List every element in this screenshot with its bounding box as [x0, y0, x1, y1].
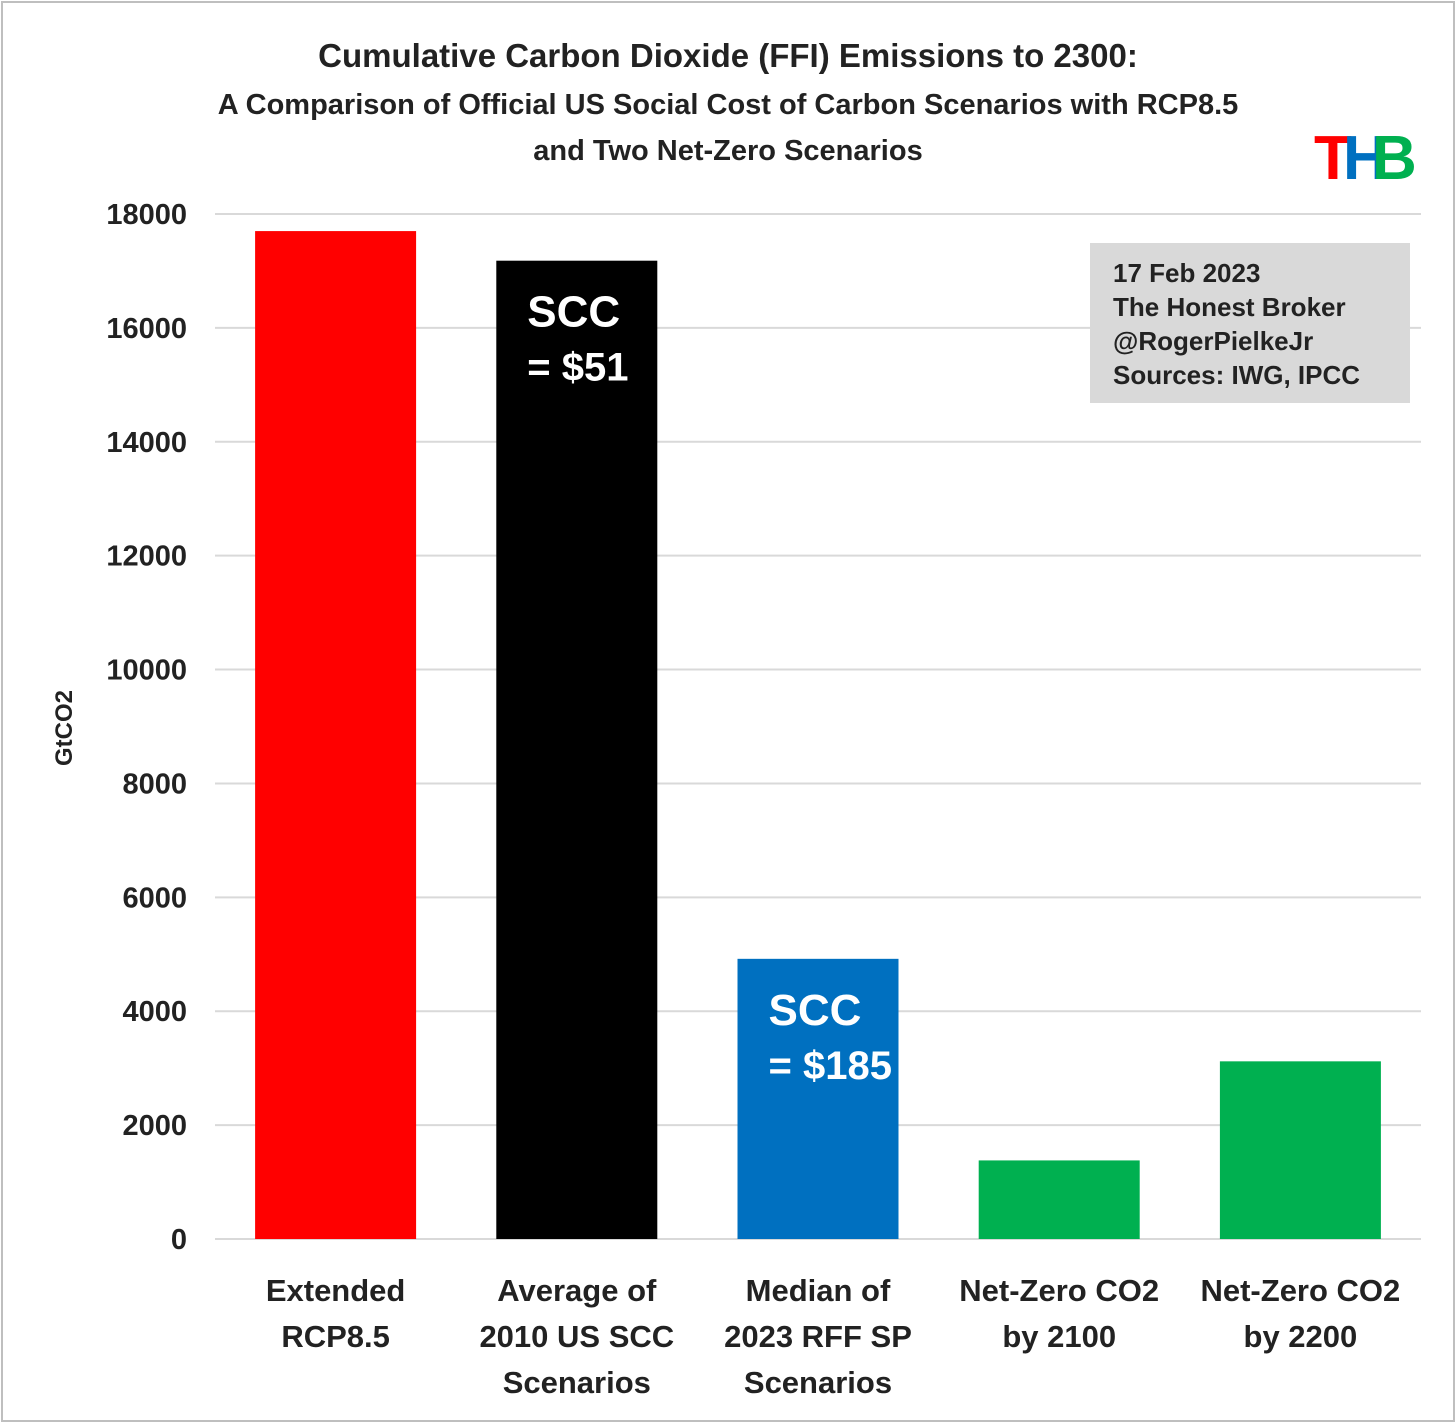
chart-subtitle-line-1: A Comparison of Official US Social Cost …	[218, 89, 1239, 121]
bar	[737, 958, 899, 1239]
info-handle-link[interactable]: @RogerPielkeJr	[1113, 326, 1313, 356]
y-axis-label: GtCO2	[51, 690, 78, 766]
bar-annotation: SCC	[769, 986, 862, 1035]
x-tick-label: Scenarios	[503, 1365, 651, 1400]
info-box: 17 Feb 2023 The Honest Broker @RogerPiel…	[1090, 243, 1410, 403]
bar	[978, 1160, 1140, 1239]
logo-letter-b: B	[1372, 124, 1417, 193]
info-date: 17 Feb 2023	[1113, 258, 1260, 288]
chart-subtitle-line-2: and Two Net-Zero Scenarios	[533, 135, 922, 167]
y-tick-label: 18000	[106, 199, 187, 231]
bar	[496, 260, 658, 1239]
x-tick-label: Scenarios	[744, 1365, 892, 1400]
bar-annotation: SCC	[527, 288, 620, 337]
x-tick-label: Net-Zero CO2	[959, 1273, 1159, 1308]
x-tick-label: Net-Zero CO2	[1200, 1273, 1400, 1308]
chart-title: Cumulative Carbon Dioxide (FFI) Emission…	[318, 37, 1138, 74]
x-tick-label: by 2200	[1244, 1319, 1358, 1354]
y-tick-label: 14000	[106, 427, 187, 459]
info-box-background	[1090, 243, 1410, 403]
y-tick-label: 8000	[122, 768, 187, 800]
x-tick-label: Extended	[266, 1273, 406, 1308]
bar	[1219, 1061, 1381, 1239]
x-axis-labels: Extended RCP8.5 Average of 2010 US SCC Scena…	[266, 1273, 1400, 1400]
bar	[255, 231, 417, 1240]
info-sources: Sources: IWG, IPCC	[1113, 360, 1360, 390]
bar-annotation: = $51	[527, 346, 628, 390]
bar-chart: Cumulative Carbon Dioxide (FFI) Emission…	[51, 37, 1421, 1400]
y-tick-label: 4000	[122, 996, 187, 1028]
y-tick-label: 10000	[106, 655, 187, 687]
y-tick-label: 12000	[106, 541, 187, 573]
logo-letter-h: H	[1343, 124, 1388, 193]
y-tick-label: 16000	[106, 313, 187, 345]
y-tick-label: 6000	[122, 882, 187, 914]
x-tick-label: Average of	[497, 1273, 657, 1308]
bars: SCC = $51 SCC = $185	[255, 231, 1381, 1240]
x-tick-label: Median of	[746, 1273, 891, 1308]
x-tick-label: 2023 RFF SP	[724, 1319, 912, 1354]
thb-logo: T H B	[1314, 124, 1417, 193]
y-tick-label: 2000	[122, 1110, 187, 1142]
x-tick-label: 2010 US SCC	[479, 1319, 674, 1354]
y-axis-ticks: 0 2000 4000 6000 8000 10000 12000 14000 16000 180…	[106, 199, 187, 1256]
x-tick-label: by 2100	[1002, 1319, 1116, 1354]
bar-annotation: = $185	[769, 1044, 892, 1088]
info-publication: The Honest Broker	[1113, 292, 1346, 322]
logo-letter-t: T	[1314, 124, 1352, 193]
x-tick-label: RCP8.5	[281, 1319, 390, 1354]
y-tick-label: 0	[171, 1224, 187, 1256]
